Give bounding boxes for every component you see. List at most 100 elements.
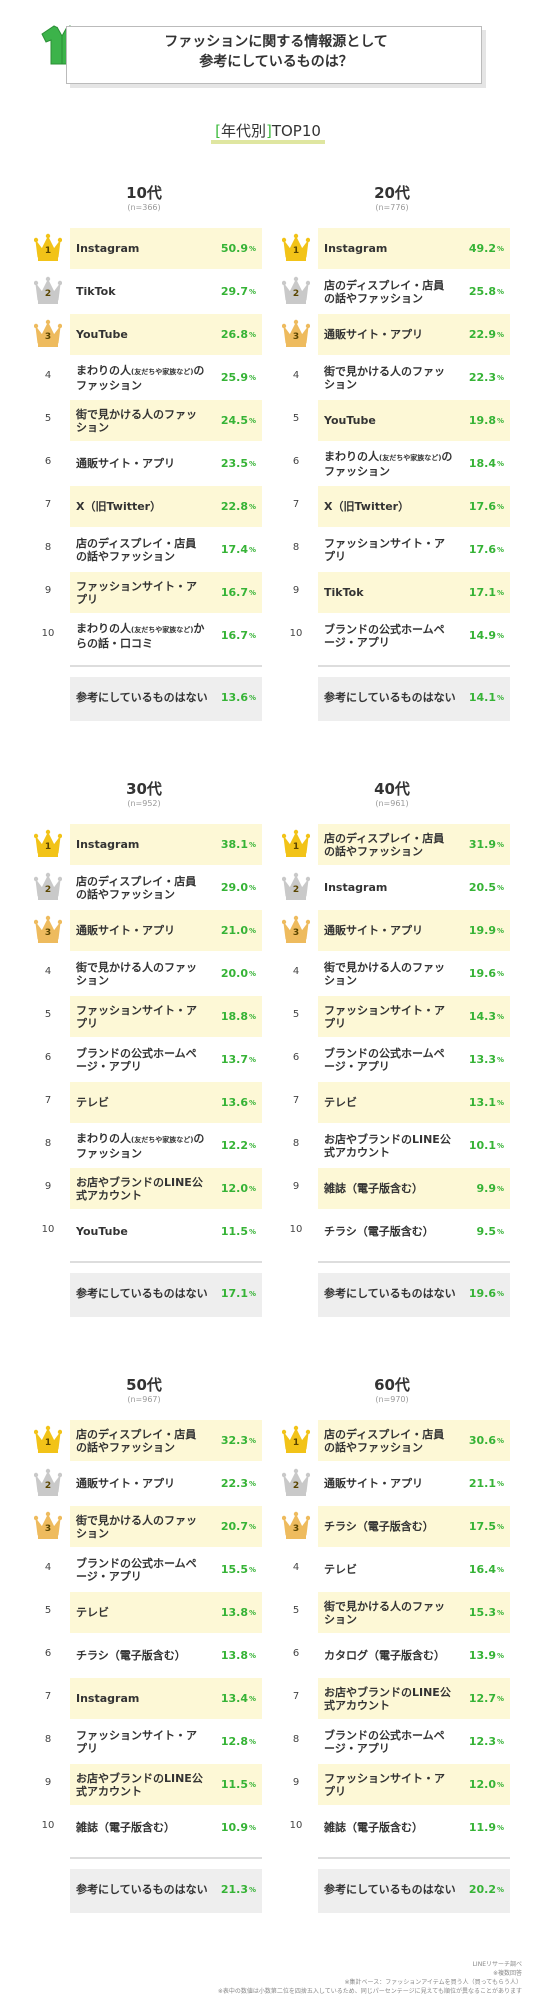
ranking-cell: お店やブランドのLINE公式アカウント 11.5% (70, 1764, 262, 1805)
rank-badge: 7 (274, 485, 318, 528)
ranking-row: 8 店のディスプレイ・店員の話やファッション 17.4% (26, 528, 262, 571)
item-label: まわりの人(友だちや家族など)からの話・口コミ (76, 621, 205, 650)
rank-badge: 8 (26, 528, 70, 571)
subtitle-bracket-right: ] (265, 122, 272, 140)
ranking-cell: 店のディスプレイ・店員の話やファッション 30.6% (318, 1420, 510, 1461)
rank-number: 3 (44, 1524, 52, 1534)
item-percent: 19.9% (468, 924, 504, 937)
item-label: カタログ（電子版含む） (324, 1649, 445, 1662)
rank-number: 4 (44, 1562, 52, 1573)
divider (318, 1857, 510, 1859)
age-group-title: 40代 (374, 780, 410, 798)
rank-number: 4 (292, 966, 300, 977)
ranking-row: 5 ファッションサイト・アプリ 18.8% (26, 995, 262, 1038)
ranking-row: 10 まわりの人(友だちや家族など)からの話・口コミ 16.7% (26, 614, 262, 657)
ranking-cell: 店のディスプレイ・店員の話やファッション 29.0% (70, 867, 262, 908)
item-label: 店のディスプレイ・店員の話やファッション (76, 874, 197, 901)
rank-number: 2 (44, 885, 52, 895)
rank-badge: 9 (26, 1167, 70, 1210)
item-percent: 18.8% (220, 1010, 256, 1023)
item-percent: 25.9% (220, 371, 256, 384)
ranking-cell: 通販サイト・アプリ 19.9% (318, 910, 510, 951)
item-label: 街で見かける人のファッション (324, 364, 445, 391)
ranking-row: 3 チラシ（電子版含む） 17.5% (274, 1505, 510, 1548)
ranking-row: 1 Instagram 50.9% (26, 227, 262, 270)
ranking-rows: 1 店のディスプレイ・店員の話やファッション 30.6% 2 通販サイト・アプリ 21.1… (274, 1419, 510, 1849)
rank-number: 8 (44, 1138, 52, 1149)
item-label: まわりの人(友だちや家族など)のファッション (76, 363, 205, 392)
rank-number: 6 (44, 456, 52, 467)
ranking-cell: 店のディスプレイ・店員の話やファッション 31.9% (318, 824, 510, 865)
ranking-row: 5 YouTube 19.8% (274, 399, 510, 442)
ranking-cell: テレビ 13.8% (70, 1592, 262, 1633)
ranking-row: 4 街で見かける人のファッション 22.3% (274, 356, 510, 399)
item-label: 街で見かける人のファッション (76, 1513, 197, 1540)
item-label: まわりの人(友だちや家族など)のファッション (76, 1131, 205, 1160)
rank-number: 3 (292, 1524, 300, 1534)
ranking-row: 8 ブランドの公式ホームページ・アプリ 12.3% (274, 1720, 510, 1763)
gold-crown-icon: 1 (26, 1419, 70, 1462)
ranking-row: 9 お店やブランドのLINE公式アカウント 12.0% (26, 1167, 262, 1210)
ranking-cell: 通販サイト・アプリ 22.9% (318, 314, 510, 355)
ranking-row: 2 Instagram 20.5% (274, 866, 510, 909)
rank-badge: 4 (26, 1548, 70, 1591)
ranking-row: 8 まわりの人(友だちや家族など)のファッション 12.2% (26, 1124, 262, 1167)
item-label: 店のディスプレイ・店員の話やファッション (76, 536, 197, 563)
ranking-cell: 店のディスプレイ・店員の話やファッション 32.3% (70, 1420, 262, 1461)
ranking-row: 6 ブランドの公式ホームページ・アプリ 13.7% (26, 1038, 262, 1081)
no-reference-row: 参考にしているものはない 20.2% (318, 1869, 510, 1913)
ranking-cell: YouTube 19.8% (318, 400, 510, 441)
rank-badge: 8 (26, 1124, 70, 1167)
rank-number: 1 (292, 842, 300, 852)
item-percent: 13.3% (468, 1053, 504, 1066)
ranking-cell: チラシ（電子版含む） 9.5% (318, 1211, 510, 1252)
header-box (66, 26, 482, 84)
ranking-row: 1 店のディスプレイ・店員の話やファッション 32.3% (26, 1419, 262, 1462)
subtitle-bracket-text: 年代別 (220, 122, 266, 140)
item-label: Instagram (76, 838, 140, 851)
item-percent: 11.5% (220, 1225, 256, 1238)
divider (70, 665, 262, 667)
silver-crown-icon: 2 (26, 1462, 70, 1505)
item-label: 通販サイト・アプリ (76, 924, 175, 937)
page-title-line: ファッションに関する情報源として (164, 34, 388, 50)
rank-number: 8 (44, 1734, 52, 1745)
ranking-row: 7 Instagram 13.4% (26, 1677, 262, 1720)
ranking-rows: 1 Instagram 38.1% 2 店のディスプレイ・店員の話やファッション 29.0… (26, 823, 262, 1253)
ranking-row: 7 X（旧Twitter） 17.6% (274, 485, 510, 528)
ranking-cell: TikTok 29.7% (70, 271, 262, 312)
ranking-cell: ファッションサイト・アプリ 17.6% (318, 529, 510, 570)
item-label: 街で見かける人のファッション (324, 960, 445, 987)
rank-badge: 7 (26, 485, 70, 528)
item-label: 店のディスプレイ・店員の話やファッション (324, 1427, 445, 1454)
gold-crown-icon: 1 (274, 1419, 318, 1462)
rank-badge: 4 (274, 356, 318, 399)
item-label: 街で見かける人のファッション (76, 960, 197, 987)
no-reference-row: 参考にしているものはない 17.1% (70, 1273, 262, 1317)
ranking-row: 2 店のディスプレイ・店員の話やファッション 29.0% (26, 866, 262, 909)
ranking-row: 7 お店やブランドのLINE公式アカウント 12.7% (274, 1677, 510, 1720)
ranking-cell: 通販サイト・アプリ 22.3% (70, 1463, 262, 1504)
no-reference-label: 参考にしているものはない (76, 1883, 208, 1896)
ranking-cell: ブランドの公式ホームページ・アプリ 12.3% (318, 1721, 510, 1762)
rank-badge: 7 (26, 1081, 70, 1124)
item-percent: 12.0% (468, 1778, 504, 1791)
rank-number: 4 (44, 966, 52, 977)
rank-number: 3 (292, 332, 300, 342)
rank-number: 1 (44, 1438, 52, 1448)
item-percent: 13.7% (220, 1053, 256, 1066)
item-label: ブランドの公式ホームページ・アプリ (324, 1046, 445, 1073)
ranking-cell: 街で見かける人のファッション 20.0% (70, 953, 262, 994)
bronze-crown-icon: 3 (274, 909, 318, 952)
ranking-row: 1 Instagram 49.2% (274, 227, 510, 270)
ranking-cell: ファッションサイト・アプリ 12.0% (318, 1764, 510, 1805)
item-percent: 11.5% (220, 1778, 256, 1791)
sample-size: (n=970) (375, 1395, 409, 1404)
ranking-row: 4 ブランドの公式ホームページ・アプリ 15.5% (26, 1548, 262, 1591)
item-percent: 13.6% (220, 1096, 256, 1109)
item-label: ファッションサイト・アプリ (76, 579, 197, 606)
item-percent: 38.1% (220, 838, 256, 851)
ranking-row: 9 ファッションサイト・アプリ 16.7% (26, 571, 262, 614)
ranking-cell: TikTok 17.1% (318, 572, 510, 613)
ranking-cell: チラシ（電子版含む） 13.8% (70, 1635, 262, 1676)
